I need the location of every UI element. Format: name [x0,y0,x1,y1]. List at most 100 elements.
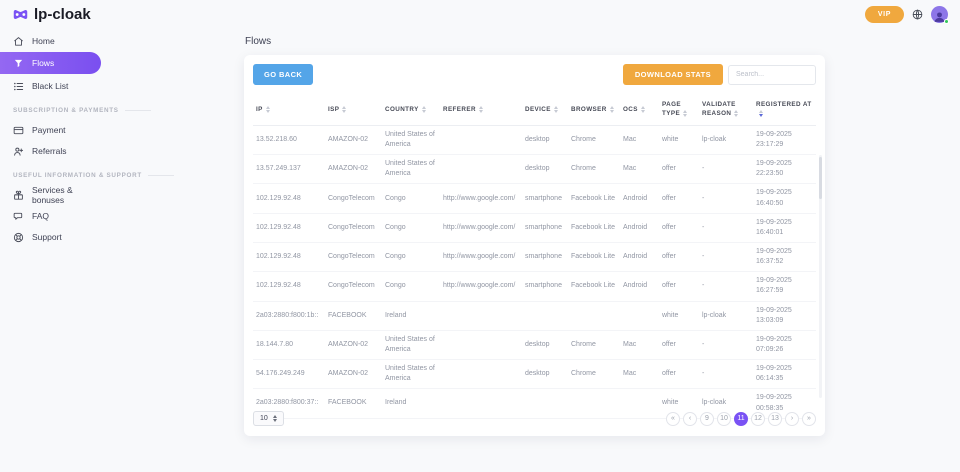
column-header-validate-reason[interactable]: Validate reason [699,94,753,126]
cell-isp: AMAZON-02 [325,154,382,185]
pagination-page[interactable]: 11 [734,411,748,426]
vip-button[interactable]: VIP [864,5,904,23]
cell-validate-reason: lp-cloak [699,125,753,156]
sidebar-section-heading: Subscription & Payments [13,107,230,114]
cell-ip: 18.144.7.80 [253,330,325,361]
flows-table: IP ISP Country Referer Device Browser OC… [253,94,816,419]
column-header-device[interactable]: Device [522,94,568,126]
cell-ip: 2a03:2880:f800:1b:: [253,301,325,331]
cell-country: United States of America [382,330,440,361]
cell-referer [440,330,522,361]
sort-icon[interactable] [683,110,688,118]
cell-ocs [620,301,659,331]
pagination-prev[interactable]: ‹ [683,411,697,426]
sort-icon[interactable] [553,105,558,113]
sidebar-item-support[interactable]: Support [0,227,101,247]
column-header-ocs[interactable]: OCS [620,94,659,126]
cell-country: United States of America [382,125,440,156]
column-header-country[interactable]: Country [382,94,440,126]
column-header-referer[interactable]: Referer [440,94,522,126]
column-header-ip[interactable]: IP [253,94,325,126]
avatar[interactable] [931,5,949,24]
pagination-page[interactable]: 12 [751,411,765,426]
sidebar-item-home[interactable]: Home [0,31,101,51]
sort-icon[interactable] [265,105,270,113]
cell-registered-at: 19-09-2025 07:09:26 [753,330,816,361]
cell-page-type: offer [659,242,699,273]
sidebar-item-label: Support [32,232,62,242]
sort-icon[interactable] [609,105,614,113]
cell-ocs: Android [620,213,659,244]
pagination-next[interactable]: › [785,411,799,426]
pagination-page[interactable]: 13 [768,411,782,426]
referrals-icon [13,146,24,157]
sidebar-item-label: Home [32,36,55,46]
cell-country: Congo [382,242,440,273]
column-header-page-type[interactable]: Page type [659,94,699,126]
table-row: 2a03:2880:f800:37:: FACEBOOK Ireland whi… [253,388,816,419]
sidebar-item-faq[interactable]: FAQ [0,206,101,226]
cell-validate-reason: - [699,154,753,185]
brand-logo[interactable]: lp-cloak [12,6,91,23]
sort-icon[interactable] [342,105,347,113]
page-size-select[interactable]: 10 [253,411,284,426]
sidebar-item-label: Referrals [32,146,67,156]
column-header-isp[interactable]: ISP [325,94,382,126]
column-header-registered-at[interactable]: Registered at [753,94,816,126]
pagination-page[interactable]: 9 [700,411,714,426]
sidebar-item-label: Black List [32,81,69,91]
sidebar: Home Flows Black List Subscription & Pay… [0,31,230,248]
sort-icon[interactable] [421,105,426,113]
cell-page-type: offer [659,359,699,390]
sort-icon-active[interactable] [759,110,763,118]
cell-ip: 102.129.92.48 [253,183,325,214]
download-stats-button[interactable]: DOWNLOAD STATS [622,64,723,85]
cell-country: Ireland [382,388,440,419]
cell-ip: 13.57.249.137 [253,154,325,185]
cell-browser: Facebook Lite [568,183,620,214]
cell-page-type: offer [659,183,699,214]
sort-icon[interactable] [640,105,645,113]
cell-referer: http://www.google.com/ [440,271,522,302]
table-scrollbar-thumb[interactable] [819,157,822,199]
column-header-browser[interactable]: Browser [568,94,620,126]
cell-isp: AMAZON-02 [325,359,382,390]
cell-device [522,388,568,419]
cell-device: desktop [522,330,568,361]
search-input[interactable] [728,64,816,85]
go-back-button[interactable]: GO BACK [253,64,314,85]
cell-validate-reason: - [699,359,753,390]
sidebar-item-flows[interactable]: Flows [0,52,101,74]
cell-validate-reason: - [699,330,753,361]
chat-icon [13,211,24,222]
sidebar-item-label: Flows [32,58,55,68]
pagination-last[interactable]: » [802,411,816,426]
sidebar-item-referrals[interactable]: Referrals [0,141,101,161]
pager: « ‹ 9 10 11 12 13 › » [666,411,816,426]
table-header-row: IP ISP Country Referer Device Browser OC… [253,94,816,126]
globe-icon[interactable] [912,8,923,20]
sort-icon[interactable] [734,110,739,118]
cell-country: Congo [382,183,440,214]
pagination-first[interactable]: « [666,411,680,426]
cell-country: Congo [382,213,440,244]
cell-device: smartphone [522,183,568,214]
sidebar-item-services-bonuses[interactable]: Services & bonuses [0,185,101,205]
cell-device: desktop [522,125,568,156]
sidebar-item-payment[interactable]: Payment [0,120,101,140]
sort-icon[interactable] [478,105,483,113]
cell-registered-at: 19-09-2025 13:03:09 [753,301,816,331]
pagination-page[interactable]: 10 [717,411,731,426]
table-row: 102.129.92.48 CongoTelecom Congo http://… [253,213,816,244]
cell-ocs: Mac [620,154,659,185]
cell-referer: http://www.google.com/ [440,183,522,214]
cell-isp: CongoTelecom [325,271,382,302]
cell-validate-reason: - [699,183,753,214]
table-row: 102.129.92.48 CongoTelecom Congo http://… [253,183,816,214]
cell-country: United States of America [382,359,440,390]
cell-browser: Facebook Lite [568,242,620,273]
cell-browser: Facebook Lite [568,271,620,302]
sidebar-item-black-list[interactable]: Black List [0,76,101,96]
cell-validate-reason: - [699,271,753,302]
table-scrollbar[interactable] [819,155,822,398]
